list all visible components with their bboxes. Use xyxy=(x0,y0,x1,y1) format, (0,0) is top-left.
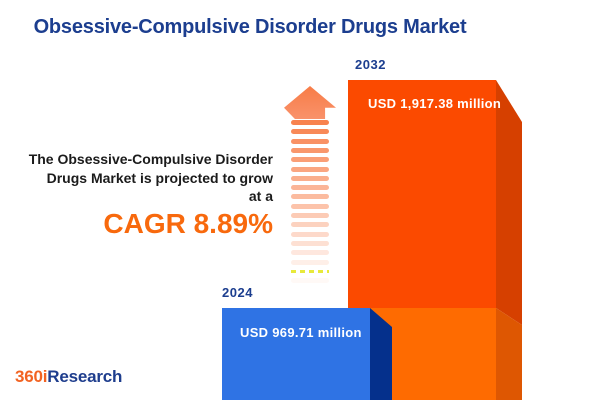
arrow-stripe xyxy=(291,166,329,172)
intro-text: The Obsessive-Compulsive Disorder Drugs … xyxy=(0,150,273,239)
arrow-stripe xyxy=(291,138,329,144)
bar-2032-front-upper xyxy=(348,80,496,308)
arrow-stripe xyxy=(291,278,329,284)
bar-2032-side-upper xyxy=(496,80,522,325)
bar-2024-front xyxy=(222,308,370,400)
bar-2032-side-lower xyxy=(496,308,522,400)
logo-research: Research xyxy=(47,367,123,386)
chart-title: Obsessive-Compulsive Disorder Drugs Mark… xyxy=(33,16,467,38)
arrow-stripe xyxy=(291,203,329,209)
arrow-stripe xyxy=(291,120,329,125)
arrow-stripe xyxy=(291,222,329,228)
arrow-dash-yellow xyxy=(291,269,329,273)
logo-360i: 360i xyxy=(15,367,48,386)
arrow-stripe xyxy=(291,185,329,191)
arrow-stripe xyxy=(291,213,329,218)
bar-2024-side xyxy=(370,308,392,400)
arrow-stripe xyxy=(291,194,329,200)
growth-arrow-stripes xyxy=(291,120,329,292)
bar-2024-value-label: USD 969.71 million xyxy=(240,325,362,340)
intro-line-3: at a xyxy=(248,188,273,204)
bar-2032-value-label: USD 1,917.38 million xyxy=(368,96,502,111)
intro-line-2: Drugs Market is projected to grow xyxy=(46,169,273,186)
bar-2032-year-label: 2032 xyxy=(355,57,386,72)
arrow-stripe xyxy=(291,147,329,153)
bar-2024-year-label: 2024 xyxy=(222,285,253,300)
arrow-stripe xyxy=(291,175,329,181)
intro-line-1: The Obsessive-Compulsive Disorder xyxy=(28,151,273,167)
arrow-stripe xyxy=(291,157,329,163)
arrow-stripe xyxy=(291,250,329,256)
arrow-stripe xyxy=(291,129,329,135)
arrow-stripe xyxy=(291,231,329,237)
arrow-stripe xyxy=(291,259,329,265)
arrow-stripe xyxy=(291,240,329,246)
brand-logo: 360iResearch xyxy=(15,367,122,387)
cagr-text: CAGR 8.89% xyxy=(103,207,273,239)
